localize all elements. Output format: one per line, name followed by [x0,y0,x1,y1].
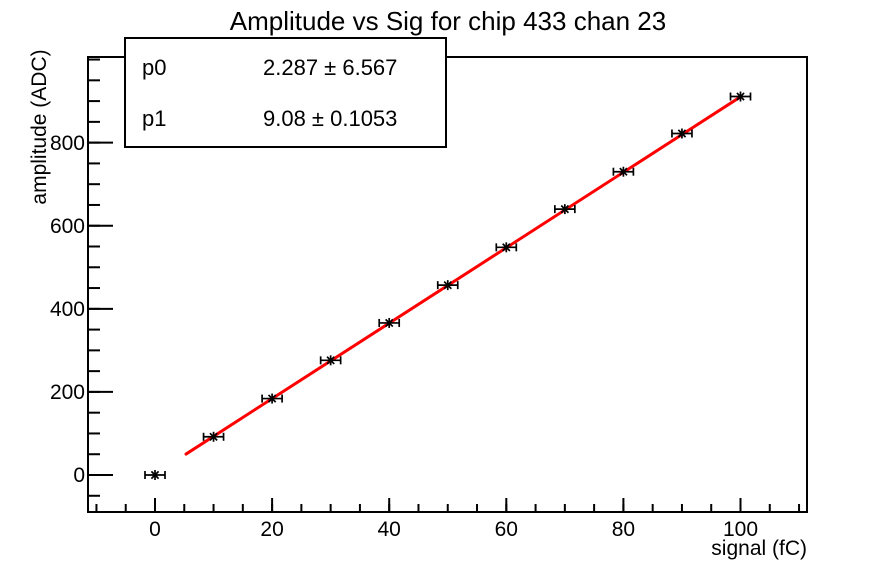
data-point-marker [619,167,628,176]
data-point-marker [384,318,394,328]
y-axis-title: amplitude (ADC) [28,49,51,205]
data-point-marker [326,356,335,365]
data-point-marker [502,243,511,252]
x-axis-tick-label: 0 [149,518,161,541]
data-point-marker [150,470,160,480]
data-point-marker [443,280,452,290]
chart-title: Amplitude vs Sig for chip 433 chan 23 [229,6,667,36]
param-value-p0: 2.287 ± 6.567 [263,55,398,80]
y-axis-tick-label: 600 [49,214,85,238]
param-name-p0: p0 [142,55,167,80]
data-point-marker [560,204,570,214]
data-point-marker [677,129,687,138]
stats-row-p1: p1 9.08 ± 0.1053 [142,106,435,132]
stats-row-p0: p0 2.287 ± 6.567 [142,55,435,81]
data-point-marker [736,92,745,101]
fit-stats-box: p0 2.287 ± 6.567 p1 9.08 ± 0.1053 [124,37,447,148]
x-axis-tick-label: 20 [260,518,284,541]
param-name-p1: p1 [142,106,167,131]
y-axis-tick-label: 200 [49,380,85,404]
x-axis-tick-label: 100 [722,518,759,541]
y-axis-tick-label: 800 [49,131,85,155]
x-axis-title: signal (fC) [711,537,807,560]
data-point-marker [267,394,277,403]
param-value-p1: 9.08 ± 0.1053 [263,106,398,131]
y-axis-tick-label: 0 [73,464,85,487]
x-axis-tick-label: 80 [611,518,636,541]
y-axis-tick-label: 400 [49,297,85,321]
data-point-marker [209,432,218,441]
fit-line [184,95,742,456]
plot-frame [87,56,808,513]
x-axis-tick-label: 60 [494,518,518,541]
x-axis-tick-label: 40 [377,518,401,541]
